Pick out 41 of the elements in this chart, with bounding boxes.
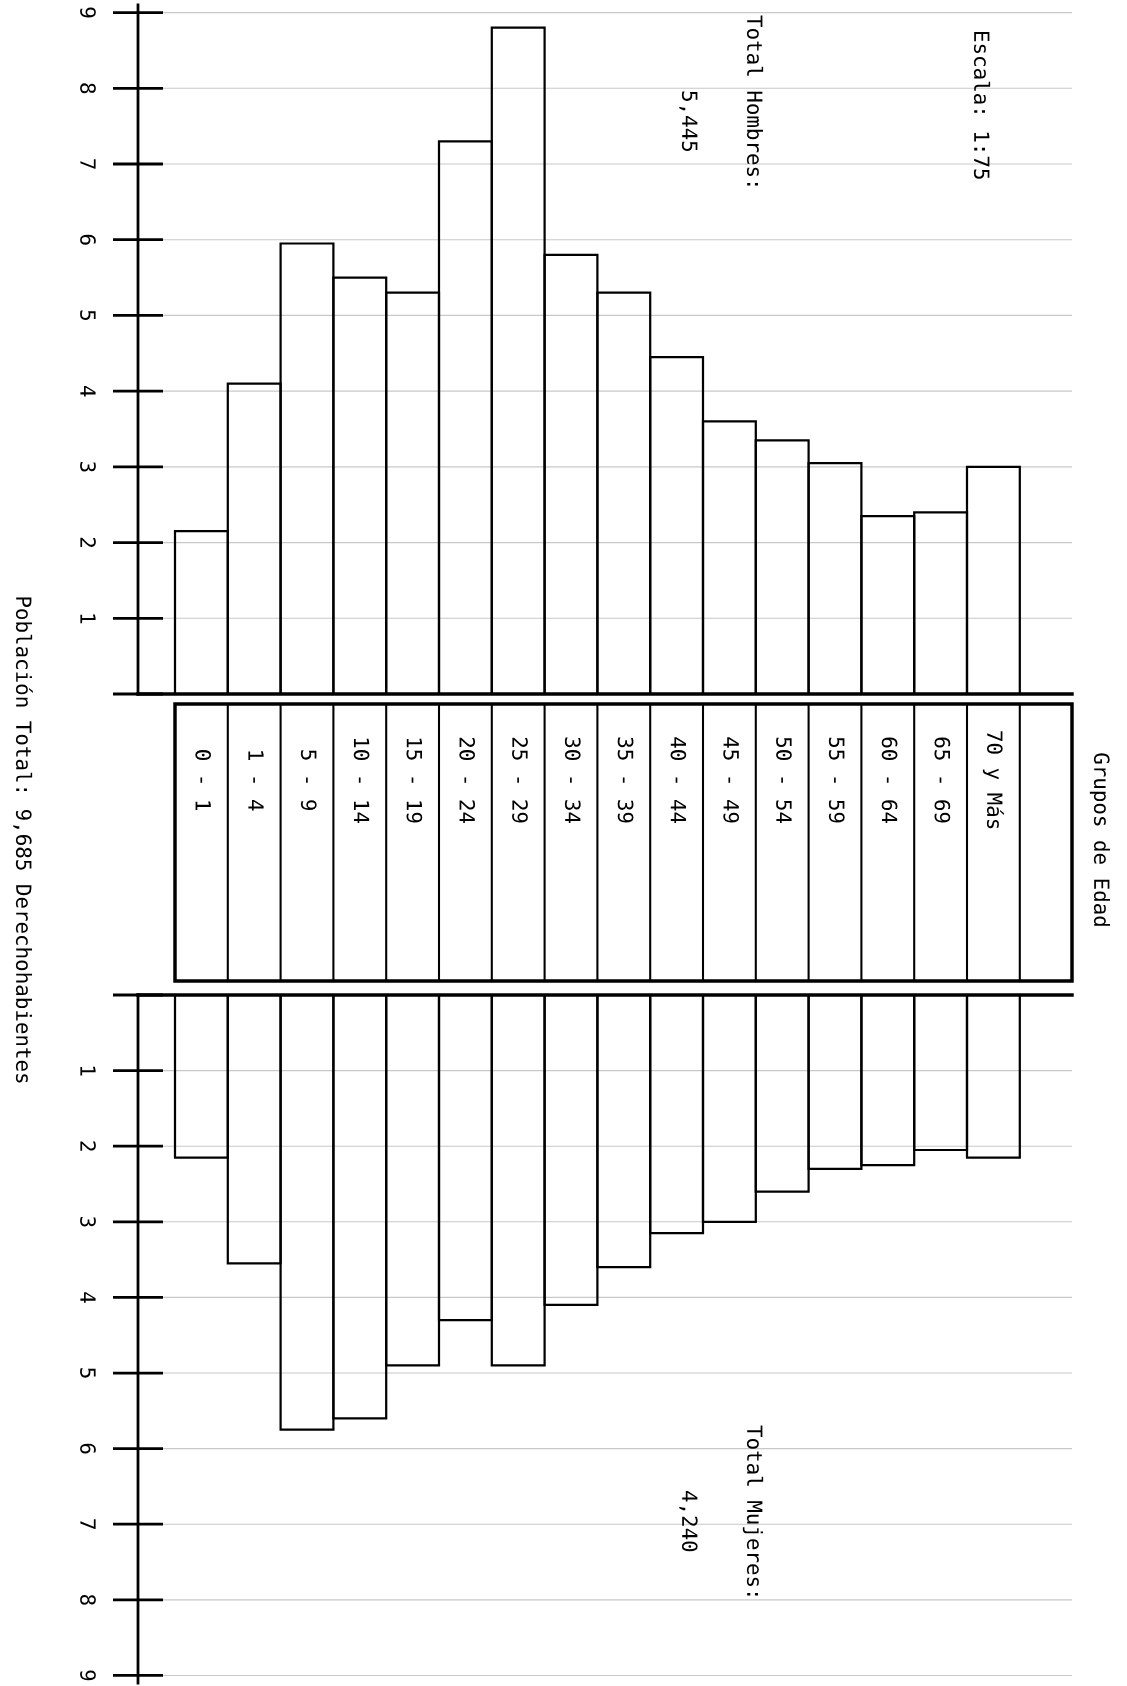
y-tick-label: 3 bbox=[80, 1216, 96, 1227]
annotation: 4,240 bbox=[679, 1491, 698, 1552]
x-tick-label: 50 - 54 bbox=[776, 737, 792, 824]
y-tick-label: 5 bbox=[80, 1368, 96, 1378]
y-tick-label: 1 bbox=[80, 614, 96, 624]
y-tick-label: 9 bbox=[80, 7, 96, 18]
text: Grupos de Edad bbox=[1089, 753, 1111, 926]
annotation: Escala: 1:75 bbox=[973, 32, 991, 179]
y-tick-label: 1 bbox=[80, 1066, 96, 1076]
x-tick-label: 70 y Más bbox=[982, 731, 1004, 829]
y-tick-label: 2 bbox=[80, 537, 96, 548]
text: Población Total: 9,685 Derechohabientes bbox=[13, 597, 33, 1083]
y-tick-label: 2 bbox=[80, 1141, 96, 1151]
x-tick-label: 5 - 9 bbox=[300, 750, 317, 811]
y-tick-label: 4 bbox=[80, 1292, 96, 1303]
annotation: Total Hombres: bbox=[746, 15, 764, 186]
y-tick-label: 9 bbox=[80, 1670, 96, 1681]
annotation: Total Mujeres: bbox=[742, 1425, 764, 1596]
x-tick-label: 10 - 14 bbox=[353, 738, 370, 824]
x-tick-label: 65 - 69 bbox=[934, 737, 951, 823]
y-tick-label: 7 bbox=[80, 1519, 96, 1529]
y-tick-label: 7 bbox=[80, 159, 96, 169]
x-tick-label: 0 - 1 bbox=[195, 750, 212, 811]
x-tick-label: 35 - 39 bbox=[617, 737, 634, 823]
x-tick-label: 20 - 24 bbox=[459, 737, 476, 824]
x-tick-label: 40 - 44 bbox=[670, 737, 687, 824]
y-tick-label: 6 bbox=[80, 234, 96, 245]
x-tick-label: 25 - 29 bbox=[512, 737, 528, 823]
x-tick-label: 15 - 19 bbox=[406, 738, 423, 823]
y-tick-label: 8 bbox=[80, 83, 96, 94]
x-tick-label: 60 - 64 bbox=[881, 737, 898, 824]
x-tick-label: 55 - 59 bbox=[828, 737, 845, 823]
y-tick-label: 8 bbox=[80, 1594, 96, 1605]
x-tick-label: 30 - 34 bbox=[564, 737, 581, 824]
x-tick-label: 1 - 4 bbox=[248, 751, 264, 811]
y-tick-label: 6 bbox=[80, 1443, 96, 1454]
y-tick-label: 5 bbox=[80, 310, 96, 321]
x-tick-label: 45 - 49 bbox=[723, 737, 740, 823]
y-tick-label: 3 bbox=[80, 461, 96, 472]
annotation: 5,445 bbox=[679, 91, 698, 152]
y-tick-label: 4 bbox=[80, 385, 96, 397]
